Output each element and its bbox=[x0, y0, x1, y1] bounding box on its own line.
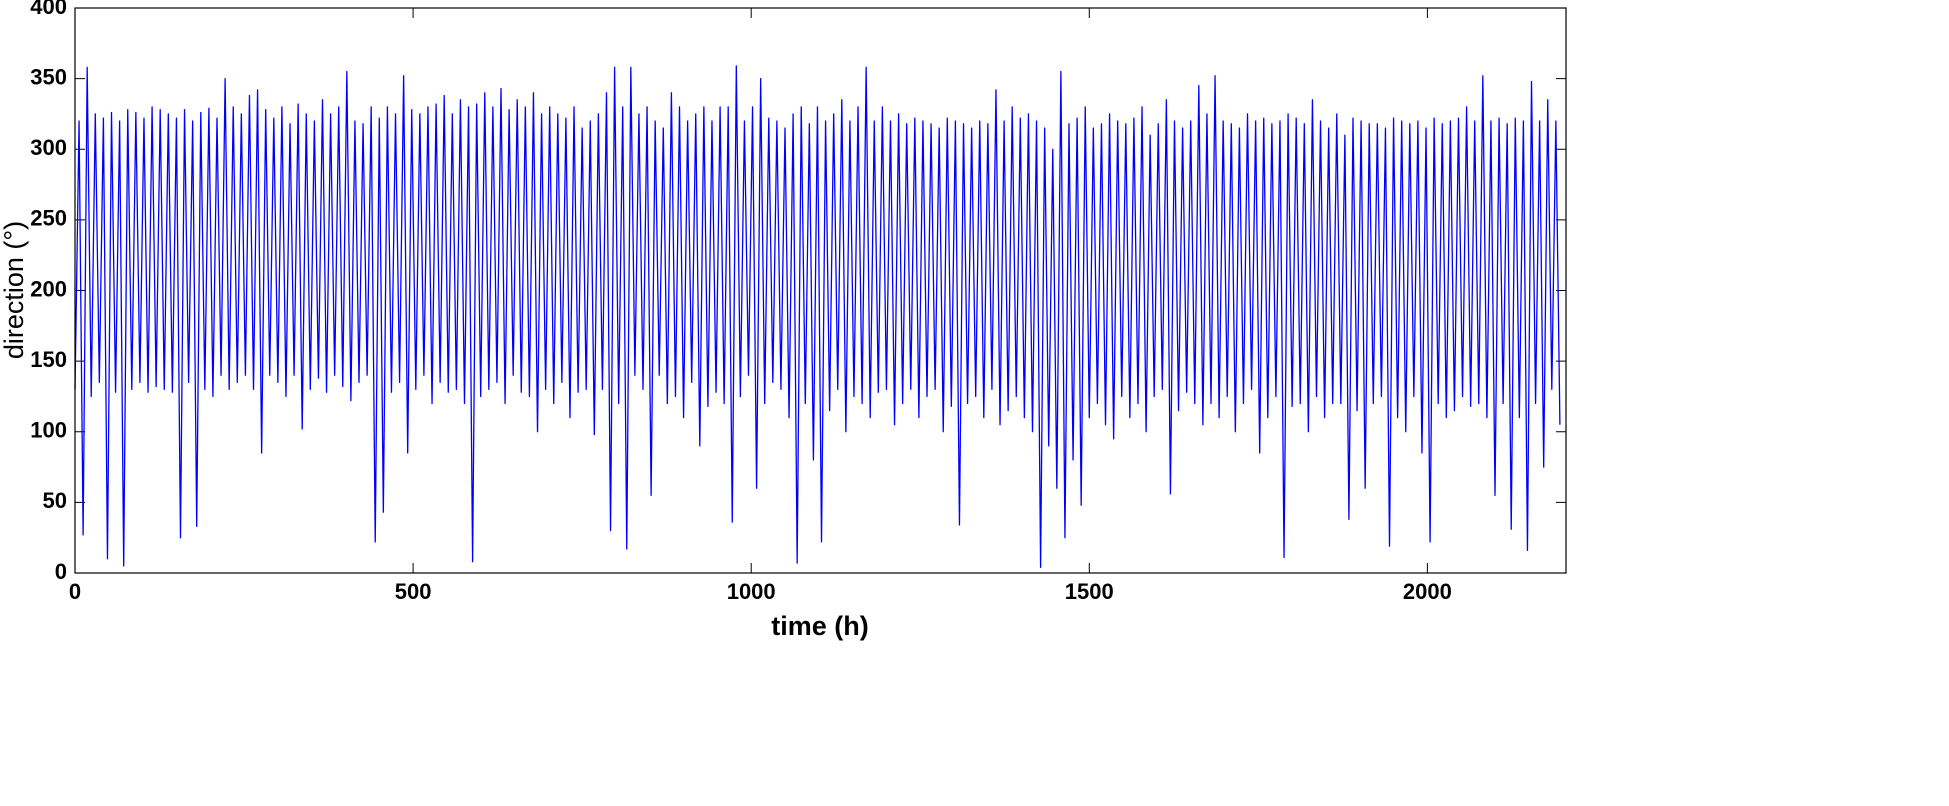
y-tick-label: 0 bbox=[55, 559, 67, 584]
y-tick-label: 100 bbox=[30, 418, 67, 443]
y-tick-label: 300 bbox=[30, 135, 67, 160]
y-tick-label: 150 bbox=[30, 347, 67, 372]
x-tick-label: 2000 bbox=[1403, 579, 1452, 604]
y-tick-label: 400 bbox=[30, 0, 67, 19]
x-tick-label: 1500 bbox=[1065, 579, 1114, 604]
plot-frame bbox=[74, 7, 1567, 574]
data-line bbox=[74, 65, 1561, 568]
x-axis-label: time (h) bbox=[771, 611, 869, 641]
y-tick-label: 350 bbox=[30, 64, 67, 89]
y-tick-label: 250 bbox=[30, 206, 67, 231]
x-tick-label: 500 bbox=[395, 579, 432, 604]
x-tick-label: 0 bbox=[69, 579, 81, 604]
y-tick-label: 200 bbox=[30, 276, 67, 301]
x-tick-label: 1000 bbox=[727, 579, 776, 604]
y-axis-label: direction (°) bbox=[0, 221, 29, 359]
y-tick-label: 50 bbox=[43, 488, 67, 513]
